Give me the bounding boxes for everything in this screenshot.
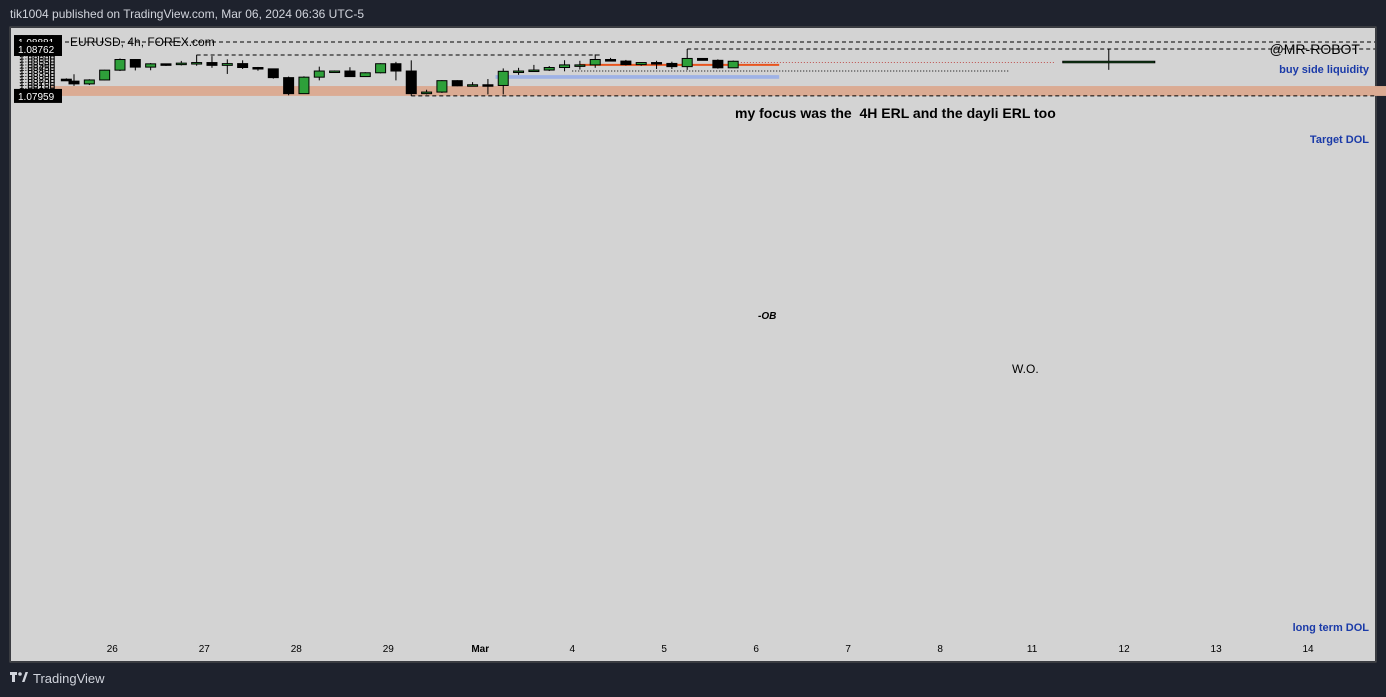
y-tick-label-7: 1.08600 [19,54,56,65]
y-tick-label-15: 1.08200 [19,78,56,89]
candle-body-41 [681,57,693,68]
candle-body-33 [559,64,571,69]
levels-layer [51,41,1375,97]
candle-body-44 [727,60,739,69]
x-tick-label-11: 12 [1119,644,1131,655]
x-tick-label-6: 5 [661,644,667,655]
price-label-bg-1 [14,41,62,56]
candles-layer [60,48,1156,96]
chart-background [11,28,1375,661]
y-tick-label-11: 1.08400 [19,66,56,77]
candle-body-11 [221,63,233,66]
candle-body-13 [252,67,264,70]
y-tick-label-16: 1.08150 [19,81,56,92]
x-axis: 26 27 28 29 Mar 4 5 6 7 8 11 12 13 14 [107,644,1314,655]
x-tick-label-5: 4 [569,644,575,655]
candle-body-16 [298,76,310,95]
target-dol-label: Target DOL [1310,134,1369,146]
annotation-text: my focus was the 4H ERL and the dayli ER… [735,105,1056,121]
y-tick-label-10: 1.08450 [19,63,56,74]
candle-body-36 [605,59,617,62]
candle-body-30 [513,70,525,74]
candle-body-23 [405,70,417,95]
candle-body-12 [237,63,249,69]
x-tick-label-4: Mar [471,644,489,655]
candle-body-8 [175,62,187,66]
candle-body-2 [83,79,95,85]
candle-body-28 [482,84,494,87]
x-tick-label-10: 11 [1027,644,1038,655]
candle-body-39 [651,62,663,65]
y-tick-label-8: 1.08550 [19,57,56,68]
x-tick-label-2: 28 [291,644,303,655]
candle-body-24 [421,91,433,95]
candle-body-27 [467,84,479,87]
candle-body-42 [697,57,709,61]
candle-body-0 [60,78,72,82]
y-tick-label-6: 1.08650 [19,52,56,63]
y-tick-label-13: 1.08300 [19,72,56,83]
candle-body-37 [620,60,632,66]
long-term-dol-label: long term DOL [1293,622,1370,634]
price-label-bg-2 [14,88,62,103]
candle-body-5 [129,59,141,68]
y-tick-label-14: 1.08250 [19,75,56,86]
wo-label: W.O. [1012,362,1039,376]
zone-discount [51,86,1386,96]
zone-fvg [495,75,780,79]
footer: TradingView [10,671,105,686]
candle-body-14 [267,68,279,79]
candle-body-45 [1062,60,1156,64]
candle-body-20 [359,72,371,78]
candle-body-1 [68,80,80,85]
candle-body-19 [344,70,356,78]
candle-body-43 [712,59,724,69]
zones-layer [51,75,1386,96]
x-tick-label-0: 26 [107,644,119,655]
candle-body-21 [375,63,387,74]
candle-body-4 [114,59,126,71]
buy-side-liquidity-label: buy side liquidity [1279,64,1370,76]
candle-body-6 [145,63,157,68]
y-tick-label-12: 1.08350 [19,69,56,80]
chart-panel-border [9,26,1377,663]
candle-body-35 [589,59,601,66]
candle-body-25 [436,80,448,93]
candle-body-10 [206,62,218,66]
x-tick-label-8: 7 [845,644,851,655]
price-label-2: 1.07959 [18,92,55,103]
x-tick-label-1: 27 [199,644,211,655]
candle-body-40 [666,62,678,68]
candle-body-22 [390,63,402,72]
candle-body-15 [283,77,295,95]
tradingview-logo-icon [10,671,28,686]
candle-body-31 [528,69,540,73]
candle-body-32 [543,67,555,71]
watermark: @MR-ROBOT [1270,41,1361,57]
brand-name: TradingView [33,671,105,686]
symbol-label: EURUSD, 4h, FOREX.com [70,35,215,49]
candle-body-7 [160,63,172,66]
ob-label: -OB [758,311,776,322]
candle-body-9 [191,62,203,65]
x-tick-label-12: 13 [1211,644,1223,655]
x-tick-label-3: 29 [383,644,395,655]
candle-body-26 [451,80,463,87]
x-tick-label-9: 8 [937,644,943,655]
candle-body-18 [329,70,341,74]
candle-body-29 [497,70,509,86]
candle-body-34 [574,64,586,67]
x-tick-label-13: 14 [1303,644,1315,655]
publish-info: tik1004 published on TradingView.com, Ma… [10,7,364,21]
candle-body-17 [313,70,325,78]
candle-body-38 [635,62,647,66]
price-label-1: 1.08762 [18,45,55,56]
x-tick-label-7: 6 [753,644,759,655]
y-tick-label-9: 1.08500 [19,60,56,71]
candle-body-3 [99,69,111,81]
